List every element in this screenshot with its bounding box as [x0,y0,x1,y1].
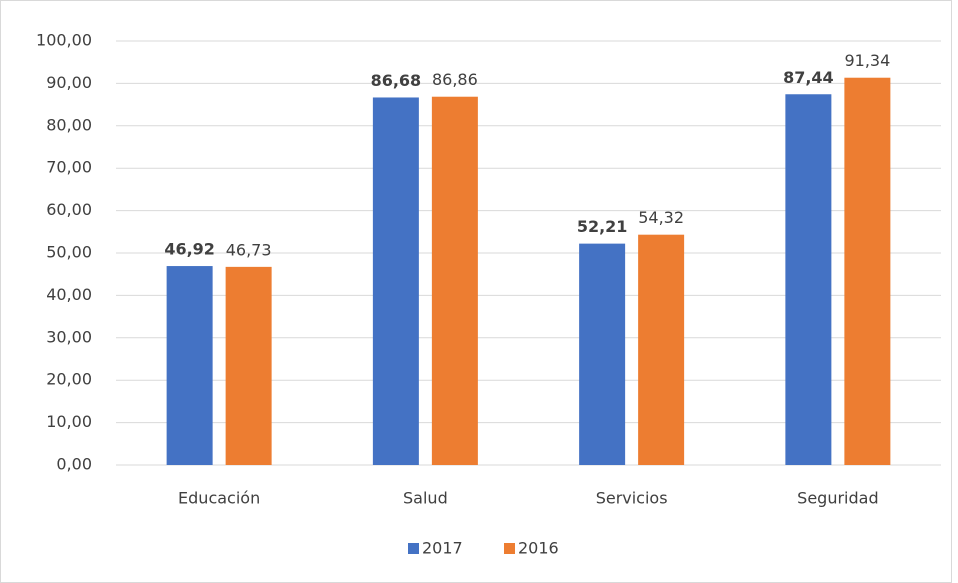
y-tick-label: 0,00 [56,455,92,474]
y-tick-label: 60,00 [46,200,92,219]
x-tick-label: Salud [403,489,448,508]
y-tick-label: 90,00 [46,73,92,92]
legend-label: 2017 [422,539,463,558]
x-tick-label: Seguridad [797,489,878,508]
data-label: 52,21 [577,217,628,236]
y-tick-label: 50,00 [46,243,92,262]
bar [372,97,419,465]
bar [225,266,272,465]
y-tick-label: 100,00 [36,31,92,50]
bar [431,96,478,466]
data-label: 54,32 [638,208,684,227]
data-label: 86,86 [432,70,478,89]
y-tick-label: 20,00 [46,370,92,389]
y-tick-label: 70,00 [46,158,92,177]
y-tick-label: 10,00 [46,412,92,431]
x-tick-label: Servicios [596,489,668,508]
legend-label: 2016 [518,539,559,558]
y-tick-label: 30,00 [46,327,92,346]
x-tick-label: Educación [178,489,260,508]
data-label: 91,34 [844,51,890,70]
bar [579,243,626,465]
data-label: 87,44 [783,68,834,87]
legend-swatch [504,543,515,554]
bar [844,77,891,466]
data-label: 46,73 [226,240,272,259]
bar [638,234,685,465]
y-tick-label: 80,00 [46,115,92,134]
bar [785,94,832,466]
y-tick-label: 40,00 [46,285,92,304]
legend-swatch [408,543,419,554]
bar [166,266,213,465]
data-label: 86,68 [371,71,422,90]
data-label: 46,92 [164,240,215,259]
